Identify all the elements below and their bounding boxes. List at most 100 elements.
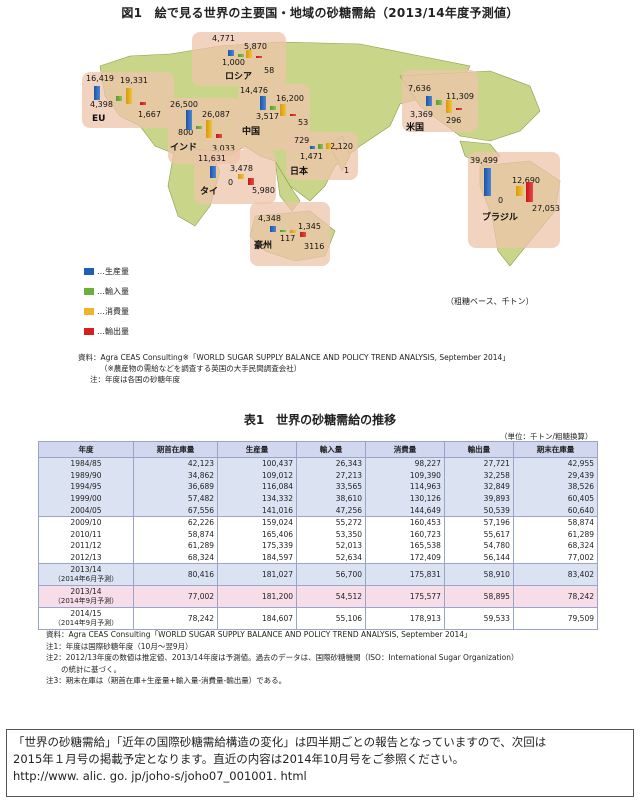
thailand-consumption-bar	[238, 174, 244, 179]
cell-year: 2013/14 （2014年9月予測）	[37, 585, 135, 608]
cell-opening-stock: 61,289	[133, 540, 219, 552]
australia-label: 豪州	[254, 241, 273, 251]
brazil-imports: 0	[498, 196, 504, 205]
region-thailand: 11,631 3,478 0 タイ 5,980	[194, 150, 276, 204]
brazil-consumption-bar	[516, 186, 523, 196]
brazil-exports: 27,053	[532, 204, 560, 213]
map-legend: …生産量 …輸入量 …消費量 …輸出量	[84, 265, 129, 345]
cell-production: 159,024	[217, 515, 297, 529]
cell-imports: 55,106	[295, 607, 367, 630]
legend-imports-swatch	[84, 287, 94, 295]
cell-year-value: 2004/05	[70, 505, 102, 515]
cell-consumption: 109,390	[365, 469, 445, 482]
cell-exports: 27,721	[443, 457, 514, 470]
table-unit: （単位：千トン/粗糖換算）	[500, 432, 593, 441]
cell-consumption: 144,649	[365, 504, 445, 517]
cell-year-value: 1984/85	[70, 459, 102, 469]
eu-label: EU	[92, 114, 106, 124]
japan-production: 729	[294, 136, 310, 145]
table-row: 1994/95 36,689 116,084 33,565 114,963 32,849 3…	[37, 481, 599, 493]
eu-exports-bar	[140, 102, 146, 105]
legend-production-label: …生産量	[97, 266, 129, 276]
notice-url-link[interactable]: http://www. alic. go. jp/joho-s/joho07_0…	[13, 769, 307, 783]
russia-exports-bar	[256, 56, 262, 58]
india-production-bar	[186, 110, 192, 130]
china-exports: 53	[298, 118, 309, 127]
cell-closing-stock: 68,324	[512, 540, 599, 552]
cell-opening-stock: 34,862	[133, 469, 219, 482]
thailand-label: タイ	[200, 187, 219, 197]
usa-consumption: 11,309	[446, 92, 474, 101]
cell-year-value: 2009/10	[70, 518, 102, 528]
cell-production: 175,339	[217, 540, 297, 552]
cell-opening-stock: 77,002	[133, 585, 219, 608]
cell-year: 2009/10	[37, 515, 135, 529]
legend-imports-label: …輸入量	[97, 286, 129, 296]
cell-imports: 47,256	[295, 504, 367, 517]
cell-closing-stock: 77,002	[512, 551, 599, 564]
thailand-consumption: 3,478	[230, 164, 253, 173]
japan-production-bar	[310, 146, 315, 149]
header-imports: 輸入量	[295, 441, 367, 458]
cell-year-value: 2010/11	[70, 529, 102, 539]
japan-consumption: 2,120	[330, 142, 353, 151]
cell-closing-stock: 79,509	[512, 607, 599, 630]
cell-production: 181,200	[217, 585, 297, 608]
eu-imports-bar	[116, 96, 122, 101]
table-source-line: 資料：Agra CEAS Consulting「WORLD SUGAR SUPP…	[46, 630, 472, 639]
australia-production-bar	[270, 226, 276, 232]
cell-year-value: 2013/14	[70, 587, 102, 597]
usa-consumption-bar	[446, 100, 452, 113]
india-imports-bar	[196, 126, 202, 129]
table-note-3: 注3：期末在庫は（期首在庫+生産量+輸入量-消費量-輸出量）である。	[46, 676, 287, 685]
australia-imports-bar	[280, 230, 286, 232]
cell-year: 2014/15 （2014年9月予測）	[37, 607, 135, 630]
cell-year: 1989/90	[37, 469, 135, 482]
cell-opening-stock: 62,226	[133, 515, 219, 529]
china-exports-bar	[290, 114, 296, 116]
notice-line-2: 2015年１月号の掲載予定となります。直近の内容は2014年10月号をご参照くだ…	[13, 752, 465, 766]
russia-consumption-bar	[246, 50, 252, 58]
legend-production-swatch	[84, 267, 94, 275]
india-label: インド	[170, 143, 198, 153]
cell-closing-stock: 60,640	[512, 504, 599, 517]
region-eu: 16,419 19,331 4,398 1,667 EU	[82, 72, 174, 128]
table-note-1: 注1：年度は国際砂糖年度（10月～翌9月）	[46, 641, 193, 651]
thailand-production: 11,631	[198, 154, 226, 163]
china-production-bar	[260, 96, 266, 110]
usa-exports: 296	[446, 116, 462, 125]
cell-closing-stock: 61,289	[512, 528, 599, 541]
eu-imports: 4,398	[90, 100, 113, 109]
japan-exports: 1	[344, 166, 350, 175]
eu-production: 16,419	[86, 74, 114, 83]
cell-production: 100,437	[217, 457, 297, 470]
table-row: 2010/11 58,874 165,406 53,350 160,723 55,617 6…	[37, 528, 599, 541]
table-row: 1984/85 42,123 100,437 26,343 98,227 27,721 42…	[37, 457, 599, 470]
cell-production: 116,084	[217, 481, 297, 493]
japan-exports-bar	[334, 148, 339, 149]
usa-production-bar	[426, 96, 432, 106]
cell-year: 1984/85	[37, 457, 135, 470]
table-row: 2009/10 62,226 159,024 55,272 160,453 57,196 5…	[37, 515, 599, 529]
table-note-2-cont: の統計に基づく。	[46, 664, 121, 674]
cell-closing-stock: 38,526	[512, 481, 599, 493]
russia-imports: 1,000	[222, 58, 245, 67]
header-opening-stock: 期首在庫量	[133, 441, 219, 458]
china-consumption-bar	[280, 104, 286, 116]
cell-year: 1994/95	[37, 481, 135, 493]
cell-consumption: 175,831	[365, 563, 445, 586]
legend-consumption-swatch	[84, 307, 94, 315]
cell-closing-stock: 42,955	[512, 457, 599, 470]
cell-opening-stock: 36,689	[133, 481, 219, 493]
header-consumption: 消費量	[365, 441, 445, 458]
region-japan: 729 2,120 1,471 日本 1	[286, 132, 358, 180]
cell-opening-stock: 78,242	[133, 607, 219, 630]
region-china: 14,476 16,200 3,517 53 中国	[238, 84, 310, 150]
cell-year-value: 1989/90	[70, 470, 102, 480]
figure-year-note: 注：年度は各国の砂糖年度	[90, 375, 180, 384]
usa-production: 7,636	[408, 84, 431, 93]
australia-exports: 3116	[304, 242, 325, 251]
cell-imports: 33,565	[295, 481, 367, 493]
table-row: 1989/90 34,862 109,012 27,213 109,390 32,258 2…	[37, 469, 599, 482]
region-russia: 4,771 5,870 1,000 58 ロシア	[192, 32, 286, 86]
